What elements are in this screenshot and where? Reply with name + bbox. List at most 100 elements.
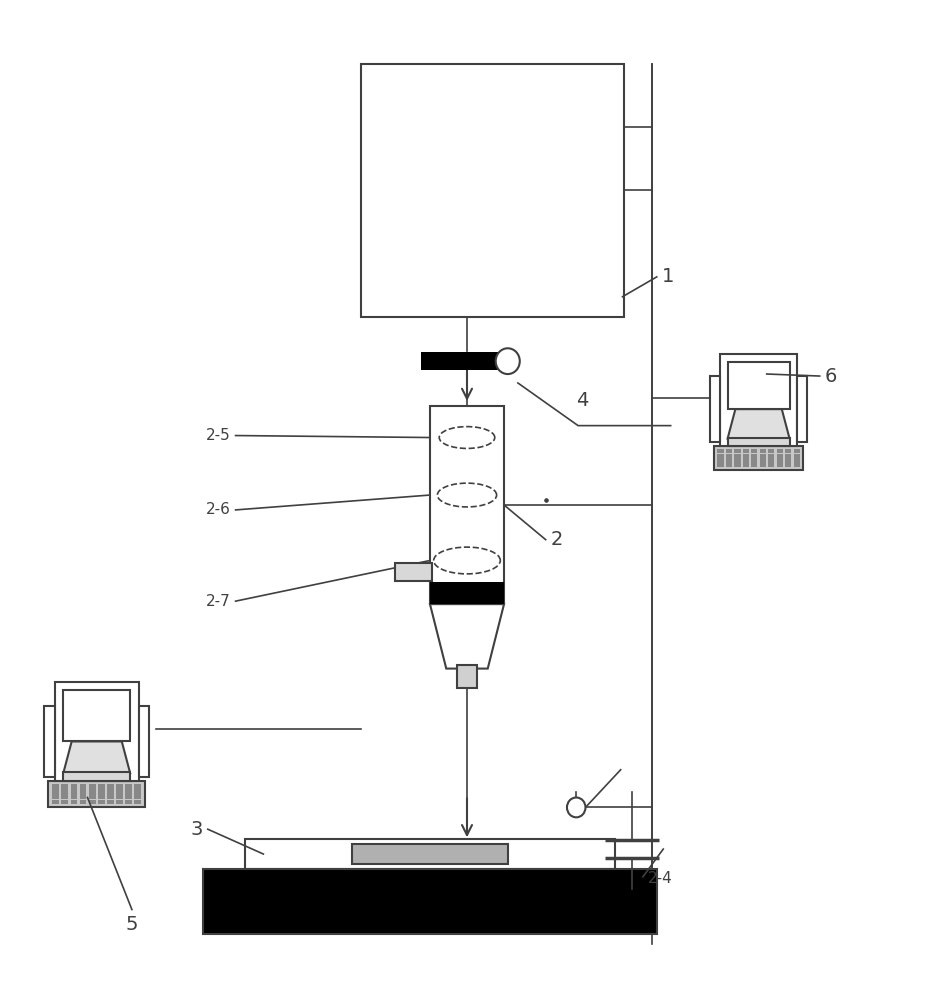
Bar xyxy=(734,449,741,453)
Bar xyxy=(116,784,123,789)
Polygon shape xyxy=(728,409,789,438)
Bar xyxy=(768,449,774,453)
Bar xyxy=(134,784,141,789)
Bar xyxy=(134,800,141,804)
Bar xyxy=(420,352,504,370)
Bar xyxy=(70,800,78,804)
Bar xyxy=(751,458,757,463)
Circle shape xyxy=(496,348,519,374)
Text: 1: 1 xyxy=(661,267,673,286)
Text: 6: 6 xyxy=(825,367,837,386)
Bar xyxy=(125,784,132,789)
Bar xyxy=(794,454,800,458)
Bar xyxy=(116,789,123,794)
Bar xyxy=(751,463,757,467)
Text: 2-7: 2-7 xyxy=(206,594,231,609)
Bar xyxy=(98,794,105,799)
Bar xyxy=(726,458,732,463)
Bar xyxy=(107,794,114,799)
Bar xyxy=(743,454,749,458)
Bar xyxy=(64,772,130,781)
Bar xyxy=(710,376,720,442)
Bar xyxy=(70,789,78,794)
Bar xyxy=(116,800,123,804)
Bar xyxy=(79,789,87,794)
Bar xyxy=(138,706,149,777)
Bar xyxy=(79,784,87,789)
Text: 4: 4 xyxy=(576,391,588,410)
Bar xyxy=(62,789,68,794)
Bar xyxy=(107,784,114,789)
Bar xyxy=(714,446,803,470)
Bar xyxy=(728,362,789,409)
Bar xyxy=(726,463,732,467)
Text: 2-4: 2-4 xyxy=(647,871,672,886)
Bar xyxy=(743,458,749,463)
Bar xyxy=(457,665,477,688)
Bar xyxy=(794,449,800,453)
Bar xyxy=(64,690,130,741)
Bar xyxy=(794,458,800,463)
Bar xyxy=(352,844,508,864)
Bar xyxy=(134,789,141,794)
Bar xyxy=(98,800,105,804)
Text: 2-6: 2-6 xyxy=(206,502,231,517)
Bar xyxy=(726,449,732,453)
Text: 3: 3 xyxy=(191,820,204,839)
Bar xyxy=(55,682,138,781)
Bar xyxy=(45,706,55,777)
Bar xyxy=(759,458,766,463)
Bar xyxy=(79,800,87,804)
Bar xyxy=(717,463,724,467)
Bar xyxy=(62,794,68,799)
Bar xyxy=(245,839,616,869)
Bar xyxy=(785,458,791,463)
Bar xyxy=(798,376,807,442)
Polygon shape xyxy=(430,604,504,669)
Bar xyxy=(52,784,59,789)
Text: 2: 2 xyxy=(550,530,562,549)
Bar xyxy=(430,406,504,604)
Bar xyxy=(70,794,78,799)
Bar xyxy=(734,463,741,467)
Bar xyxy=(728,438,789,446)
Bar xyxy=(717,449,724,453)
Bar xyxy=(89,800,95,804)
Polygon shape xyxy=(64,741,130,773)
Bar xyxy=(751,449,757,453)
Bar xyxy=(107,789,114,794)
Bar xyxy=(726,454,732,458)
Bar xyxy=(204,869,657,934)
Bar xyxy=(759,454,766,458)
Bar xyxy=(785,449,791,453)
Bar xyxy=(52,789,59,794)
Bar xyxy=(720,354,798,446)
Bar xyxy=(361,64,624,317)
Bar xyxy=(49,781,145,807)
Bar xyxy=(785,454,791,458)
Bar xyxy=(794,463,800,467)
Bar xyxy=(52,800,59,804)
Bar xyxy=(62,784,68,789)
Bar xyxy=(776,449,783,453)
Bar xyxy=(734,458,741,463)
Circle shape xyxy=(567,798,586,817)
Bar xyxy=(62,800,68,804)
Bar xyxy=(717,454,724,458)
Bar xyxy=(89,784,95,789)
Bar xyxy=(717,458,724,463)
Bar xyxy=(768,458,774,463)
Bar xyxy=(134,794,141,799)
Bar xyxy=(785,463,791,467)
Bar xyxy=(98,784,105,789)
Bar xyxy=(734,454,741,458)
Bar xyxy=(776,454,783,458)
Bar xyxy=(70,784,78,789)
Bar xyxy=(125,794,132,799)
Bar xyxy=(52,794,59,799)
Text: 5: 5 xyxy=(126,915,138,934)
Bar xyxy=(107,800,114,804)
Bar xyxy=(79,794,87,799)
Bar xyxy=(98,789,105,794)
Bar xyxy=(759,449,766,453)
